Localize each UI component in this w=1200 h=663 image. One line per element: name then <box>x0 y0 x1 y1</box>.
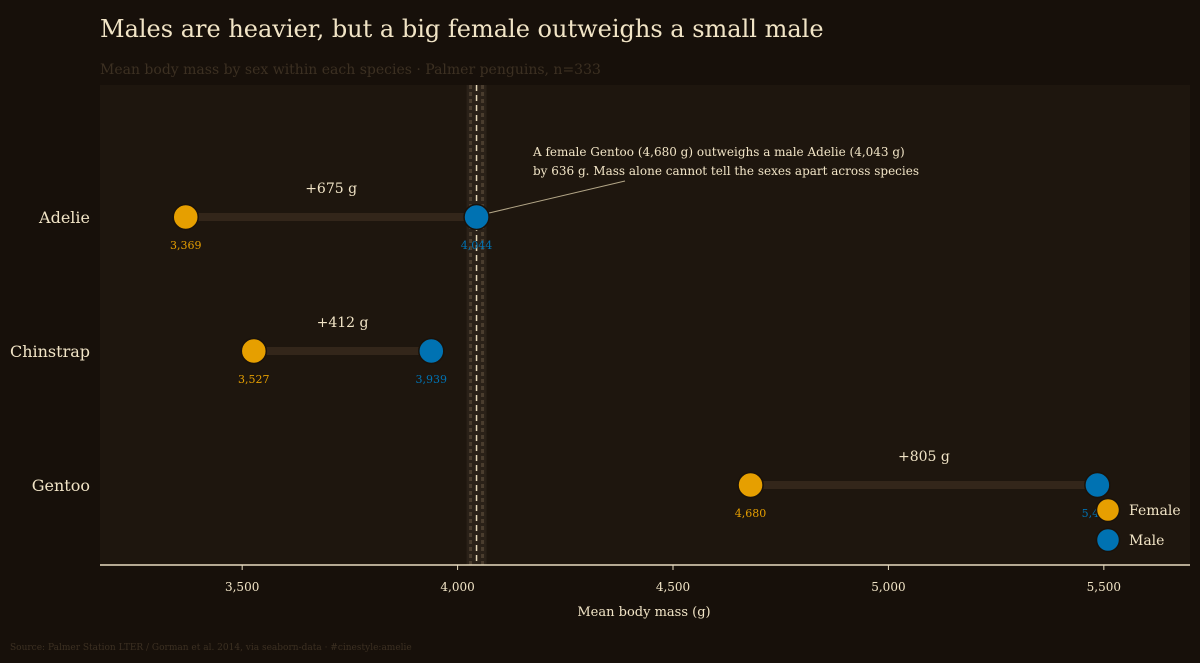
male-point-chinstrap <box>418 337 445 365</box>
female-value-gentoo: 4,680 <box>735 507 767 520</box>
reference-line <box>466 85 487 565</box>
female-value-adelie: 3,369 <box>170 239 202 252</box>
male-value-adelie: 4,044 <box>461 239 493 252</box>
x-tick-label: 5,500 <box>1087 580 1121 594</box>
y-label-chinstrap: Chinstrap <box>10 342 90 361</box>
female-point-gentoo <box>737 471 764 499</box>
x-axis: 3,500 4,000 4,500 5,000 5,500 <box>100 564 1190 594</box>
legend-swatch-male <box>1095 527 1121 553</box>
x-tick-label: 3,500 <box>225 580 259 594</box>
difference-gentoo: +805 g <box>898 449 950 465</box>
y-label-gentoo: Gentoo <box>32 476 90 495</box>
x-tick-label: 4,000 <box>440 580 474 594</box>
legend-label-female: Female <box>1129 503 1181 519</box>
annotation: A female Gentoo (4,680 g) outweighs a ma… <box>480 145 919 216</box>
female-point-chinstrap <box>240 337 268 365</box>
legend-label-male: Male <box>1129 533 1164 549</box>
connectors <box>185 213 1098 489</box>
y-label-adelie: Adelie <box>38 208 90 227</box>
legend-swatch-female <box>1095 497 1121 523</box>
annotation-line-1: A female Gentoo (4,680 g) outweighs a ma… <box>532 145 905 159</box>
data-points <box>172 203 1111 499</box>
male-value-chinstrap: 3,939 <box>416 373 448 386</box>
chart-subtitle: Mean body mass by sex within each specie… <box>100 62 601 78</box>
x-tick-label: 5,000 <box>871 580 905 594</box>
difference-labels: +675 g +412 g +805 g <box>305 181 950 465</box>
female-point-adelie <box>172 203 199 231</box>
annotation-leader <box>480 180 626 216</box>
difference-chinstrap: +412 g <box>317 315 369 331</box>
source-note: Source: Palmer Station LTER / Gorman et … <box>10 643 412 653</box>
male-point-gentoo <box>1084 471 1111 499</box>
female-value-chinstrap: 3,527 <box>238 373 270 386</box>
male-point-adelie <box>463 203 490 231</box>
y-axis-labels: Adelie Chinstrap Gentoo <box>10 208 90 495</box>
x-tick-label: 4,500 <box>656 580 690 594</box>
chart-title: Males are heavier, but a big female outw… <box>100 15 824 43</box>
x-axis-label: Mean body mass (g) <box>577 605 710 620</box>
difference-adelie: +675 g <box>305 181 357 197</box>
legend: Female Male <box>1095 497 1181 553</box>
annotation-line-2: by 636 g. Mass alone cannot tell the sex… <box>533 164 919 178</box>
